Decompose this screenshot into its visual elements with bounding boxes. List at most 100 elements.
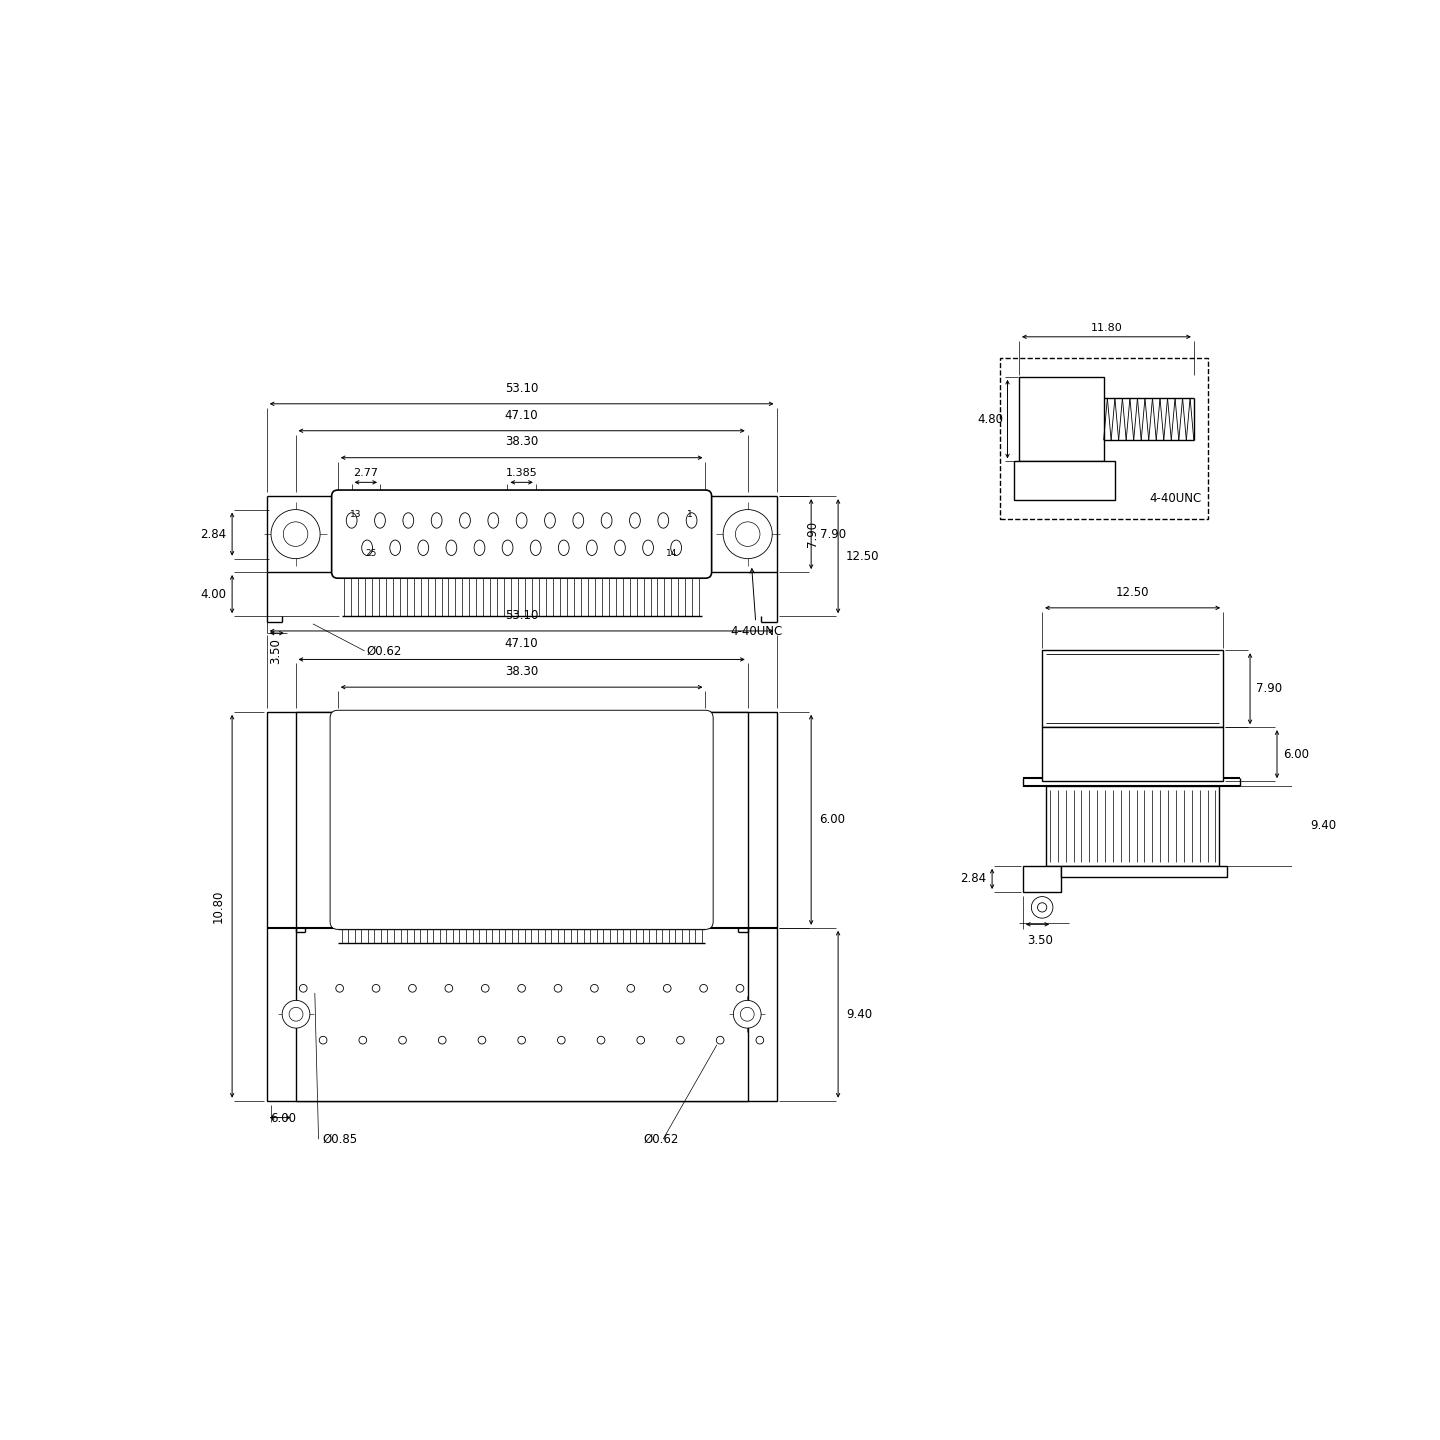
Text: 4.80: 4.80 — [976, 413, 1002, 426]
Bar — [295, 711, 747, 1100]
Ellipse shape — [474, 540, 485, 556]
Circle shape — [399, 1037, 406, 1044]
Bar — [1043, 727, 1223, 780]
Bar — [347, 501, 696, 567]
Bar — [266, 711, 776, 1100]
Circle shape — [716, 1037, 724, 1044]
Text: 9.40: 9.40 — [1310, 819, 1336, 832]
Ellipse shape — [544, 513, 556, 528]
Circle shape — [554, 985, 562, 992]
Circle shape — [336, 985, 344, 992]
Text: 4.00: 4.00 — [200, 588, 226, 600]
Text: 2.77: 2.77 — [353, 468, 379, 478]
Circle shape — [518, 1037, 526, 1044]
Ellipse shape — [559, 540, 569, 556]
Ellipse shape — [503, 540, 513, 556]
Text: 38.30: 38.30 — [505, 435, 539, 448]
Ellipse shape — [586, 540, 598, 556]
Ellipse shape — [602, 513, 612, 528]
Text: 3.50: 3.50 — [1027, 935, 1053, 948]
Circle shape — [733, 1001, 762, 1028]
Bar — [1043, 651, 1223, 727]
Circle shape — [359, 1037, 367, 1044]
Text: 9.40: 9.40 — [845, 1008, 873, 1021]
Text: 12.50: 12.50 — [845, 550, 880, 563]
Circle shape — [372, 985, 380, 992]
Bar — [1022, 865, 1061, 891]
Ellipse shape — [488, 513, 498, 528]
Text: 1: 1 — [687, 510, 693, 518]
Bar — [1020, 377, 1103, 461]
Circle shape — [700, 985, 707, 992]
Text: 6.00: 6.00 — [271, 1112, 297, 1125]
Circle shape — [590, 985, 598, 992]
Ellipse shape — [573, 513, 583, 528]
Circle shape — [723, 510, 772, 559]
Text: 7.90: 7.90 — [806, 521, 819, 547]
Text: 7.90: 7.90 — [1256, 683, 1283, 696]
Text: 10.80: 10.80 — [212, 890, 225, 923]
Circle shape — [756, 1037, 763, 1044]
FancyBboxPatch shape — [330, 710, 713, 929]
Bar — [1014, 461, 1115, 500]
Circle shape — [740, 1008, 755, 1021]
Text: 6.00: 6.00 — [1283, 747, 1309, 760]
FancyBboxPatch shape — [331, 490, 711, 579]
Circle shape — [664, 985, 671, 992]
Ellipse shape — [361, 540, 373, 556]
Ellipse shape — [642, 540, 654, 556]
Circle shape — [300, 985, 307, 992]
Circle shape — [271, 510, 320, 559]
Circle shape — [1031, 897, 1053, 919]
Circle shape — [557, 1037, 564, 1044]
Bar — [999, 357, 1208, 520]
Text: 6.00: 6.00 — [819, 814, 845, 827]
Ellipse shape — [615, 540, 625, 556]
Circle shape — [1038, 903, 1047, 912]
Ellipse shape — [658, 513, 668, 528]
Circle shape — [736, 521, 760, 546]
Circle shape — [438, 1037, 446, 1044]
Circle shape — [677, 1037, 684, 1044]
Ellipse shape — [517, 513, 527, 528]
Circle shape — [478, 1037, 485, 1044]
Ellipse shape — [374, 513, 386, 528]
Circle shape — [445, 985, 452, 992]
Text: 53.10: 53.10 — [505, 609, 539, 622]
Circle shape — [320, 1037, 327, 1044]
Circle shape — [626, 985, 635, 992]
Text: 4-40UNC: 4-40UNC — [1149, 492, 1201, 505]
Ellipse shape — [346, 513, 357, 528]
Ellipse shape — [418, 540, 429, 556]
Text: 11.80: 11.80 — [1090, 323, 1122, 333]
Text: Ø0.62: Ø0.62 — [644, 1133, 680, 1146]
Text: 4-40UNC: 4-40UNC — [730, 569, 782, 638]
Text: 47.10: 47.10 — [505, 409, 539, 422]
Ellipse shape — [459, 513, 471, 528]
Circle shape — [736, 985, 744, 992]
Text: 53.10: 53.10 — [505, 382, 539, 395]
Circle shape — [518, 985, 526, 992]
Ellipse shape — [530, 540, 541, 556]
Ellipse shape — [431, 513, 442, 528]
Ellipse shape — [390, 540, 400, 556]
Circle shape — [598, 1037, 605, 1044]
Ellipse shape — [671, 540, 681, 556]
Ellipse shape — [446, 540, 456, 556]
Text: 7.90: 7.90 — [821, 527, 847, 540]
Text: 3.50: 3.50 — [269, 638, 282, 664]
Text: 13: 13 — [350, 510, 361, 518]
Text: 12.50: 12.50 — [1116, 586, 1149, 599]
Ellipse shape — [629, 513, 641, 528]
Text: 1.385: 1.385 — [505, 468, 537, 478]
Circle shape — [284, 521, 308, 546]
Circle shape — [282, 1001, 310, 1028]
Text: Ø0.85: Ø0.85 — [323, 1133, 357, 1146]
Circle shape — [409, 985, 416, 992]
Text: 2.84: 2.84 — [960, 873, 986, 886]
Ellipse shape — [687, 513, 697, 528]
Text: Ø0.62: Ø0.62 — [367, 644, 402, 657]
Text: 38.30: 38.30 — [505, 665, 539, 678]
Text: 47.10: 47.10 — [505, 636, 539, 651]
Circle shape — [481, 985, 490, 992]
